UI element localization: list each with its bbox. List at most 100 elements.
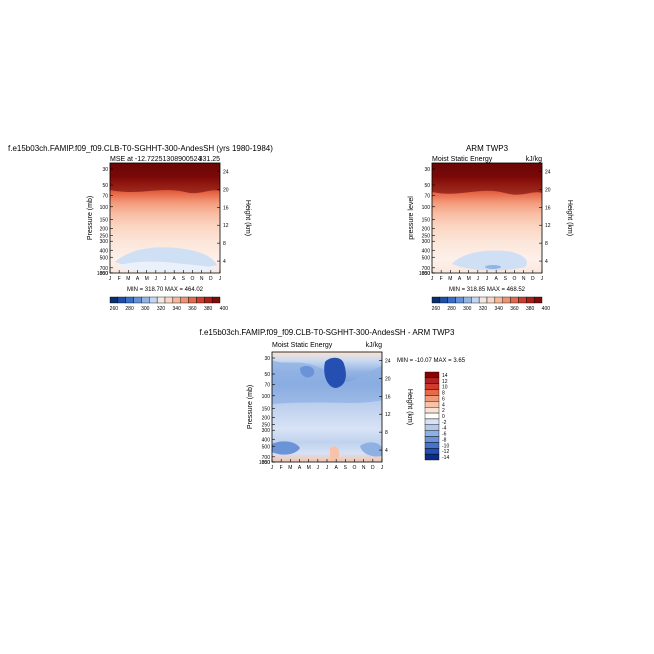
panel-3-colorbar-swatch xyxy=(424,371,440,379)
panel-2-y2tick-label: 20 xyxy=(545,187,551,193)
panel-3-colorbar-label: -2 xyxy=(442,420,447,426)
panel-1-colorbar-swatch xyxy=(188,296,197,304)
panel-1-xtick-label: J xyxy=(219,276,222,282)
panel-1-y2tick-label: 24 xyxy=(223,169,229,175)
panel-difference: f.e15b03ch.FAMIP.f09_f09.CLB-T0-SGHHT-30… xyxy=(200,328,466,471)
panel-2-y2tick-label: 12 xyxy=(545,223,551,229)
panel-1-colorbar-swatch xyxy=(141,296,150,304)
panel-2-ytick-label: 850 xyxy=(422,271,431,277)
panel-2-colorbar-swatch xyxy=(455,296,464,304)
panel-2-colorbar-swatch xyxy=(518,296,527,304)
panel-3-y2tick-label: 20 xyxy=(385,376,391,382)
panel-3-xtick-label: J xyxy=(317,465,320,471)
panel-1-xtick-label: J xyxy=(109,276,112,282)
panel-3-colorbar-swatch xyxy=(424,412,440,420)
panel-2-y2label: Height (km) xyxy=(566,200,573,236)
panel-1-y2label: Height (km) xyxy=(244,200,251,236)
panel-2-ytick-label: 100 xyxy=(422,205,431,211)
panel-3-title: f.e15b03ch.FAMIP.f09_f09.CLB-T0-SGHHT-30… xyxy=(200,328,455,337)
panel-3-ytick-label: 700 xyxy=(262,455,271,461)
panel-1-ytick-label: 500 xyxy=(100,255,109,261)
panel-1-colorbar-label: 400 xyxy=(220,306,229,312)
panel-3-contour-br xyxy=(360,442,382,457)
panel-3-xtick-label: A xyxy=(334,465,338,471)
panel-2-contour-top xyxy=(432,163,542,195)
panel-2-xtick-label: S xyxy=(504,276,508,282)
panel-1-xtick-label: F xyxy=(118,276,121,282)
panel-3-colorbar-swatch xyxy=(424,377,440,384)
panel-3-colorbar-swatch xyxy=(424,395,440,402)
panel-1-colorbar-label: 360 xyxy=(188,306,197,312)
panel-1-contour-top xyxy=(110,163,220,194)
panel-3-colorbar-label: 4 xyxy=(442,402,445,408)
panel-2-xtick-label: J xyxy=(477,276,480,282)
panel-3-xtick-label: J xyxy=(381,465,384,471)
panel-3-contour-upper-left xyxy=(300,366,315,378)
panel-2-colorbar: 260 280 300 320 340 360 380 400 xyxy=(432,296,550,312)
panel-1-xtick-label: N xyxy=(200,276,204,282)
panel-1-ytick-label: 400 xyxy=(100,248,109,254)
panel-1-xtick-label: M xyxy=(145,276,149,282)
panel-3-colorbar-label: 2 xyxy=(442,408,445,414)
panel-3-xtick-label: J xyxy=(271,465,274,471)
panel-2-colorbar-swatch xyxy=(471,296,480,304)
panel-2-xtick-label: O xyxy=(513,276,517,282)
panel-2-ytick-label: 300 xyxy=(422,239,431,245)
panel-3-y2tick-label: 24 xyxy=(385,358,391,364)
panel-3-colorbar-swatch xyxy=(424,430,440,437)
panel-3-ytick-label: 70 xyxy=(264,383,270,389)
panel-1-colorbar-label: 280 xyxy=(125,306,134,312)
panel-3-colorbar-label: 14 xyxy=(442,373,448,379)
panel-3-subtitle-right: kJ/kg xyxy=(366,342,382,349)
panel-1-colorbar-label: 340 xyxy=(173,306,182,312)
panel-3-colorbar-label: 8 xyxy=(442,391,445,397)
panel-1-colorbar-swatch xyxy=(109,296,119,304)
panel-2-ytick-label: 700 xyxy=(422,266,431,272)
panel-3-xtick-label: M xyxy=(307,465,311,471)
panel-2-colorbar-swatch xyxy=(510,296,519,304)
panel-1-ylabel: Pressure (mb) xyxy=(87,196,94,240)
panel-2-colorbar-swatch xyxy=(447,296,456,304)
panel-3-contour-bl xyxy=(272,441,300,455)
panel-2-xtick-label: D xyxy=(531,276,535,282)
panel-1-stats: MIN = 318.70 MAX = 464.02 xyxy=(127,287,204,293)
panel-3-ytick-label: 150 xyxy=(262,406,271,412)
panel-1-ytick-label: 70 xyxy=(102,194,108,200)
panel-2-xtick-label: M xyxy=(467,276,471,282)
panel-1-ytick-label: 200 xyxy=(100,227,109,233)
panel-2-ytick-label: 250 xyxy=(422,234,431,240)
panel-3-contour-warm xyxy=(330,446,340,462)
panel-1-ytick-label: 250 xyxy=(100,234,109,240)
panel-1-colorbar-swatch xyxy=(125,296,134,304)
panel-2-colorbar-label: 300 xyxy=(463,306,472,312)
panel-2-title: ARM TWP3 xyxy=(466,144,509,153)
panel-2-contour-low xyxy=(452,250,527,271)
panel-3-colorbar-label: -8 xyxy=(442,437,447,443)
panel-1-xtick-label: D xyxy=(209,276,213,282)
panel-2-xtick-label: M xyxy=(448,276,452,282)
panel-3-xtick-label: J xyxy=(326,465,329,471)
panel-1-y2ticks: 24 20 16 12 8 4 xyxy=(217,169,229,265)
panel-1-ytick-label: 50 xyxy=(102,183,108,189)
panel-3-ytick-label: 500 xyxy=(262,444,271,450)
panel-1-colorbar-swatch xyxy=(196,296,205,304)
panel-2-ytick-label: 1000 xyxy=(419,271,430,277)
panel-3-colorbar-label: 6 xyxy=(442,396,445,402)
panel-2-xtick-label: J xyxy=(486,276,489,282)
panel-3-xtick-label: A xyxy=(298,465,302,471)
panel-3-y2tick-label: 8 xyxy=(385,430,388,436)
panel-1-y2tick-label: 20 xyxy=(223,187,229,193)
panel-1-ytick-label: 850 xyxy=(100,271,109,277)
panel-1-y2tick-label: 8 xyxy=(223,241,226,247)
panel-2-xtick-label: N xyxy=(522,276,526,282)
panel-1-xtick-label: A xyxy=(136,276,140,282)
panel-1-colorbar-label: 300 xyxy=(141,306,150,312)
panel-1-subtitle-left: MSE at -12.72251308900524 xyxy=(110,156,202,163)
panel-2-colorbar-swatch xyxy=(486,296,496,304)
panel-1-ytick-label: 150 xyxy=(100,217,109,223)
panel-2-subtitle-right: kJ/kg xyxy=(526,156,542,163)
